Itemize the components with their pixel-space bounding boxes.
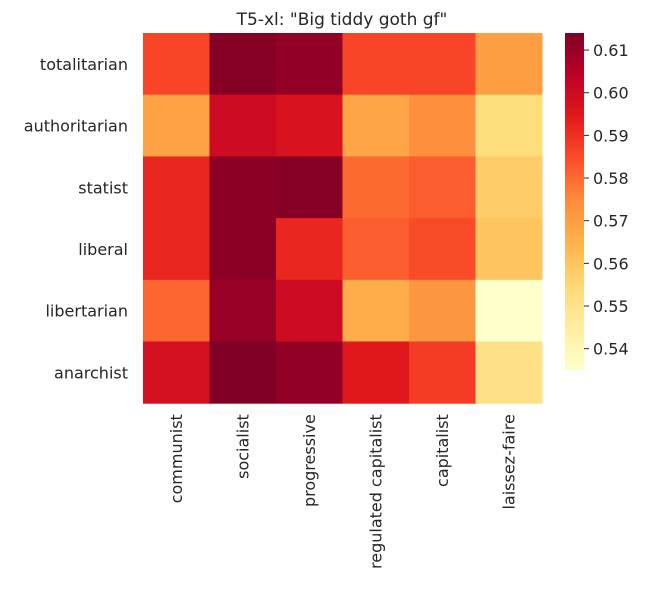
- y-tick-label: libertarian: [45, 302, 128, 321]
- heatmap-cell: [143, 94, 210, 157]
- heatmap-cell: [409, 94, 476, 157]
- chart-title: T5-xl: "Big tiddy goth gf": [236, 10, 448, 30]
- heatmap-cell: [209, 218, 277, 281]
- colorbar-ticks: 0.54 0.55 0.56 0.57 0.58 0.59 0.60 0.61: [584, 41, 629, 359]
- heatmap-cell: [475, 279, 543, 342]
- heatmap-cell: [143, 33, 210, 96]
- heatmap-cell: [276, 279, 343, 342]
- x-tick-label: laissez-faire: [500, 414, 519, 509]
- x-axis-labels: communist socialist progressive regulated c…: [167, 414, 519, 569]
- heatmap-cell: [209, 341, 277, 404]
- x-tick-label: communist: [167, 414, 186, 503]
- y-tick-label: liberal: [78, 240, 128, 259]
- colorbar-tick-label: 0.58: [593, 169, 629, 188]
- y-tick-label: authoritarian: [24, 117, 128, 136]
- heatmap-cell: [409, 341, 476, 404]
- y-tick-label: anarchist: [54, 363, 128, 382]
- heatmap-cell: [342, 94, 410, 157]
- colorbar-tick-label: 0.54: [593, 340, 629, 359]
- heatmap-cell: [276, 33, 343, 96]
- heatmap-cell: [276, 156, 343, 219]
- heatmap-cell: [342, 341, 410, 404]
- heatmap-cell: [475, 94, 543, 157]
- colorbar-tick-label: 0.61: [593, 41, 629, 60]
- x-tick-label: regulated capitalist: [367, 414, 386, 569]
- colorbar-tick-label: 0.60: [593, 84, 629, 103]
- heatmap-cell: [475, 156, 543, 219]
- x-tick-label: progressive: [300, 414, 319, 507]
- heatmap-cell: [342, 279, 410, 342]
- heatmap-cell: [143, 218, 210, 281]
- heatmap-cell: [143, 341, 210, 404]
- heatmap-cell: [342, 218, 410, 281]
- colorbar-tick-label: 0.59: [593, 126, 629, 145]
- y-tick-label: totalitarian: [40, 55, 128, 74]
- colorbar: [565, 33, 584, 370]
- heatmap-cell: [475, 341, 543, 404]
- heatmap-cell: [209, 94, 277, 157]
- heatmap-cell: [409, 279, 476, 342]
- heatmap-cell: [143, 156, 210, 219]
- heatmap-cell: [143, 279, 210, 342]
- heatmap-cell: [475, 218, 543, 281]
- heatmap-cell: [209, 279, 277, 342]
- x-tick-label: capitalist: [433, 414, 452, 487]
- heatmap-cell: [409, 156, 476, 219]
- heatmap-cell: [409, 33, 476, 96]
- heatmap-cell: [276, 94, 343, 157]
- y-tick-label: statist: [78, 178, 128, 197]
- heatmap-cell: [276, 341, 343, 404]
- colorbar-tick-label: 0.55: [593, 297, 629, 316]
- heatmap-cell: [475, 33, 543, 96]
- colorbar-tick-label: 0.56: [593, 254, 629, 273]
- colorbar-tick-label: 0.57: [593, 212, 629, 231]
- heatmap-cell: [209, 33, 277, 96]
- heatmap-cell: [209, 156, 277, 219]
- x-tick-label: socialist: [234, 414, 253, 479]
- heatmap-cell: [342, 156, 410, 219]
- heatmap-cell: [409, 218, 476, 281]
- heatmap-cells: [143, 33, 543, 404]
- y-axis-labels: totalitarian authoritarian statist liberal l…: [24, 55, 128, 383]
- heatmap-cell: [276, 218, 343, 281]
- heatmap-cell: [342, 33, 410, 96]
